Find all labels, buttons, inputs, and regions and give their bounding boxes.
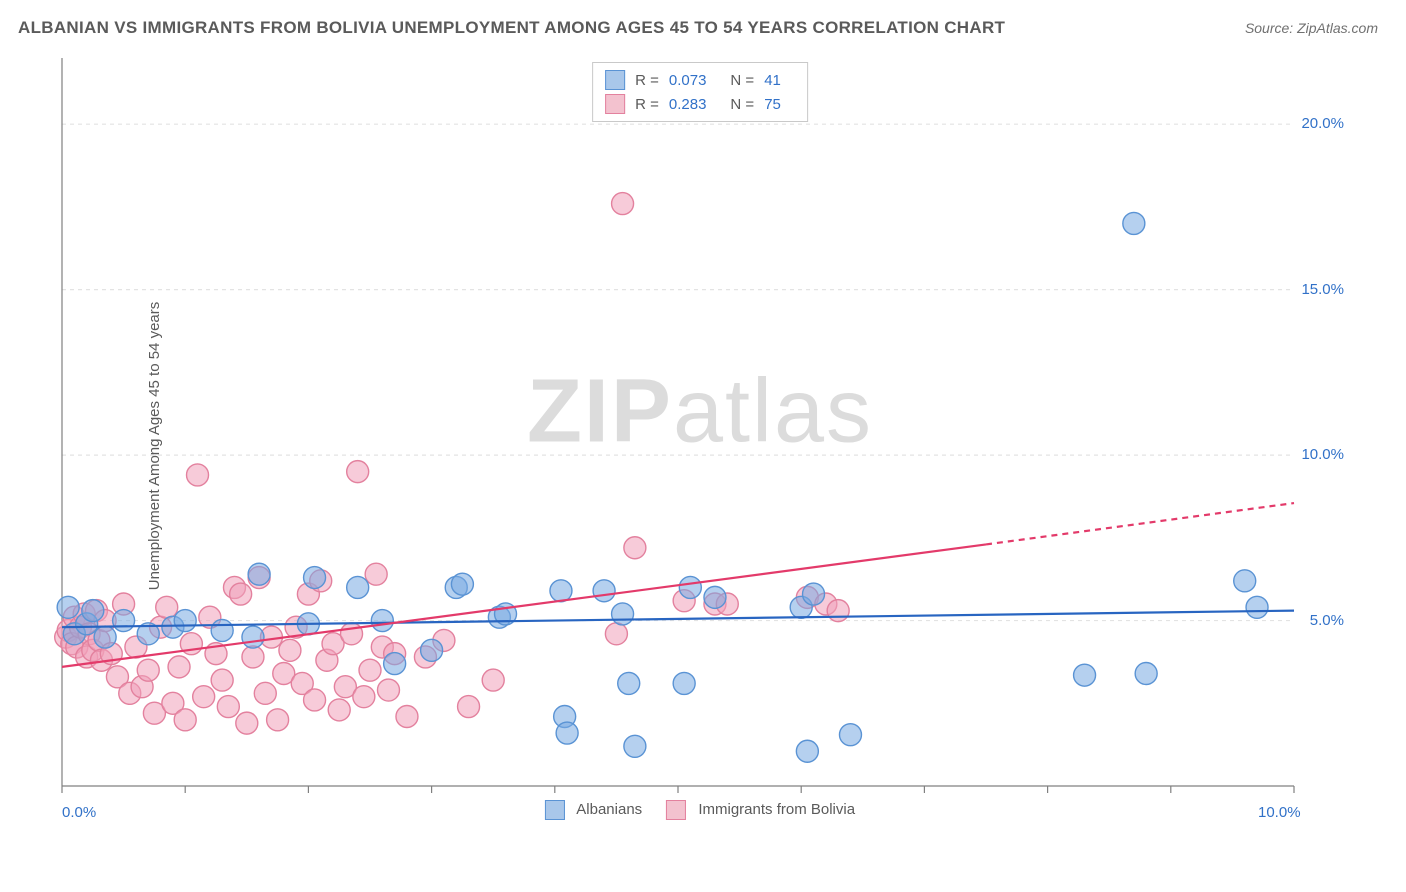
legend-bottom-item-0: Albanians bbox=[545, 800, 642, 820]
legend-top-row-0: R = 0.073 N = 41 bbox=[605, 68, 795, 92]
legend-r-value: 0.073 bbox=[669, 72, 707, 89]
legend-swatch-icon bbox=[605, 70, 625, 90]
legend-n-label: N = bbox=[730, 72, 754, 89]
legend-bottom-label: Immigrants from Bolivia bbox=[698, 801, 855, 818]
legend-bottom: Albanians Immigrants from Bolivia bbox=[545, 800, 855, 820]
chart-svg bbox=[50, 58, 1350, 828]
y-tick-label: 5.0% bbox=[1310, 612, 1344, 629]
source-label: Source: ZipAtlas.com bbox=[1245, 20, 1378, 36]
legend-swatch-icon bbox=[545, 800, 565, 820]
x-tick-label: 10.0% bbox=[1258, 804, 1301, 821]
y-tick-label: 20.0% bbox=[1301, 115, 1344, 132]
y-tick-label: 15.0% bbox=[1301, 281, 1344, 298]
legend-r-label: R = bbox=[635, 72, 659, 89]
plot-area: ZIPatlas R = 0.073 N = 41 R = 0.283 N = … bbox=[50, 58, 1350, 828]
legend-n-value: 41 bbox=[764, 72, 781, 89]
x-tick-label: 0.0% bbox=[62, 804, 96, 821]
legend-n-label: N = bbox=[730, 96, 754, 113]
legend-r-label: R = bbox=[635, 96, 659, 113]
legend-bottom-item-1: Immigrants from Bolivia bbox=[666, 800, 855, 820]
legend-swatch-icon bbox=[605, 94, 625, 114]
legend-n-value: 75 bbox=[764, 96, 781, 113]
chart-title: ALBANIAN VS IMMIGRANTS FROM BOLIVIA UNEM… bbox=[18, 18, 1005, 38]
legend-top-row-1: R = 0.283 N = 75 bbox=[605, 92, 795, 116]
legend-r-value: 0.283 bbox=[669, 96, 707, 113]
y-tick-label: 10.0% bbox=[1301, 446, 1344, 463]
legend-swatch-icon bbox=[666, 800, 686, 820]
legend-bottom-label: Albanians bbox=[576, 801, 642, 818]
legend-top: R = 0.073 N = 41 R = 0.283 N = 75 bbox=[592, 62, 808, 122]
